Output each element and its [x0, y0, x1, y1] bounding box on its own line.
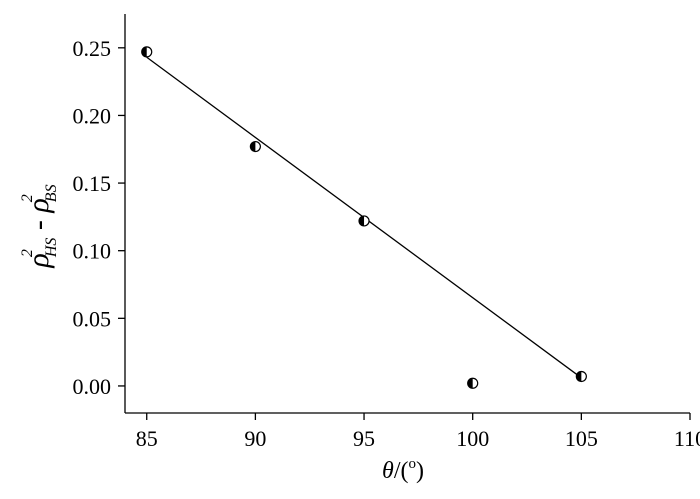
data-point — [141, 46, 153, 58]
x-tick-label: 105 — [565, 426, 598, 451]
data-point-fill — [250, 141, 256, 152]
y-axis-title-group: ρ2 HS - ρ2 BS — [19, 184, 60, 268]
y-tick-label: 0.10 — [73, 239, 112, 264]
data-point — [249, 140, 261, 153]
y-ticks — [118, 47, 125, 387]
data-point-fill — [141, 46, 147, 57]
y-tick-label: 0.25 — [73, 36, 112, 61]
y-tick-label: 0.00 — [73, 374, 112, 399]
data-point — [575, 370, 587, 383]
x-tick-label: 85 — [136, 426, 158, 451]
x-tick-label: 110 — [674, 426, 700, 451]
y-tick-labels: 0.00 0.05 0.10 0.15 0.20 0.25 — [73, 36, 112, 399]
data-point — [358, 215, 370, 227]
x-tick-label: 100 — [456, 426, 489, 451]
x-axis-title: θ/(o) — [382, 456, 424, 484]
y-axis-title: ρ2 HS - ρ2 BS — [19, 184, 60, 268]
x-tick-label: 95 — [353, 426, 375, 451]
data-point-fill — [576, 371, 582, 382]
data-point — [467, 377, 479, 389]
data-point-fill — [467, 378, 473, 389]
x-tick-label: 90 — [244, 426, 266, 451]
data-points — [141, 46, 587, 389]
y-tick-label: 0.15 — [73, 171, 112, 196]
y-tick-label: 0.20 — [73, 103, 112, 128]
data-point-fill — [359, 215, 365, 226]
y-tick-label: 0.05 — [73, 306, 112, 331]
x-tick-labels: 85 90 95 100 105 110 — [136, 426, 700, 451]
x-ticks — [146, 413, 691, 420]
axes — [124, 14, 690, 414]
